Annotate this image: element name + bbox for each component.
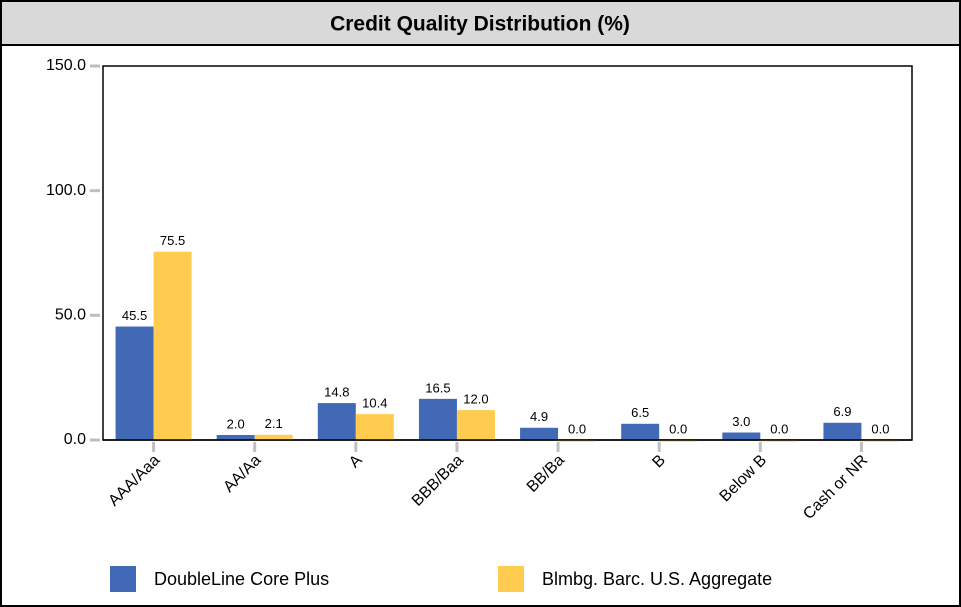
value-label: 0.0 (669, 421, 687, 436)
value-label: 16.5 (425, 380, 450, 395)
legend-swatch (110, 566, 136, 592)
value-label: 12.0 (463, 392, 488, 407)
value-label: 14.8 (324, 385, 349, 400)
y-tick-label: 150.0 (46, 57, 86, 74)
bar (355, 414, 394, 440)
y-tick-label: 50.0 (55, 307, 86, 324)
legend-label: DoubleLine Core Plus (154, 569, 329, 589)
value-label: 45.5 (122, 308, 147, 323)
bar (520, 427, 559, 440)
legend-label: Blmbg. Barc. U.S. Aggregate (542, 569, 772, 589)
bar (823, 422, 862, 440)
value-label: 6.5 (631, 405, 649, 420)
value-label: 0.0 (568, 421, 586, 436)
value-label: 10.4 (362, 396, 387, 411)
chart-title: Credit Quality Distribution (%) (330, 13, 630, 36)
bar (216, 435, 255, 440)
value-label: 2.1 (265, 416, 283, 431)
y-tick-label: 100.0 (46, 182, 86, 199)
title-band (0, 0, 961, 46)
value-label: 4.9 (530, 409, 548, 424)
legend-swatch (498, 566, 524, 592)
bar (317, 403, 356, 440)
value-label: 2.0 (227, 416, 245, 431)
bar (418, 398, 457, 440)
bar (153, 251, 192, 440)
bar (456, 410, 495, 440)
value-label: 0.0 (770, 421, 788, 436)
value-label: 0.0 (871, 421, 889, 436)
value-label: 6.9 (833, 404, 851, 419)
bar (621, 423, 660, 440)
bar (722, 432, 761, 440)
value-label: 75.5 (160, 233, 185, 248)
bar (254, 434, 293, 440)
bar (115, 326, 154, 440)
y-tick-label: 0.0 (64, 431, 86, 448)
value-label: 3.0 (732, 414, 750, 429)
